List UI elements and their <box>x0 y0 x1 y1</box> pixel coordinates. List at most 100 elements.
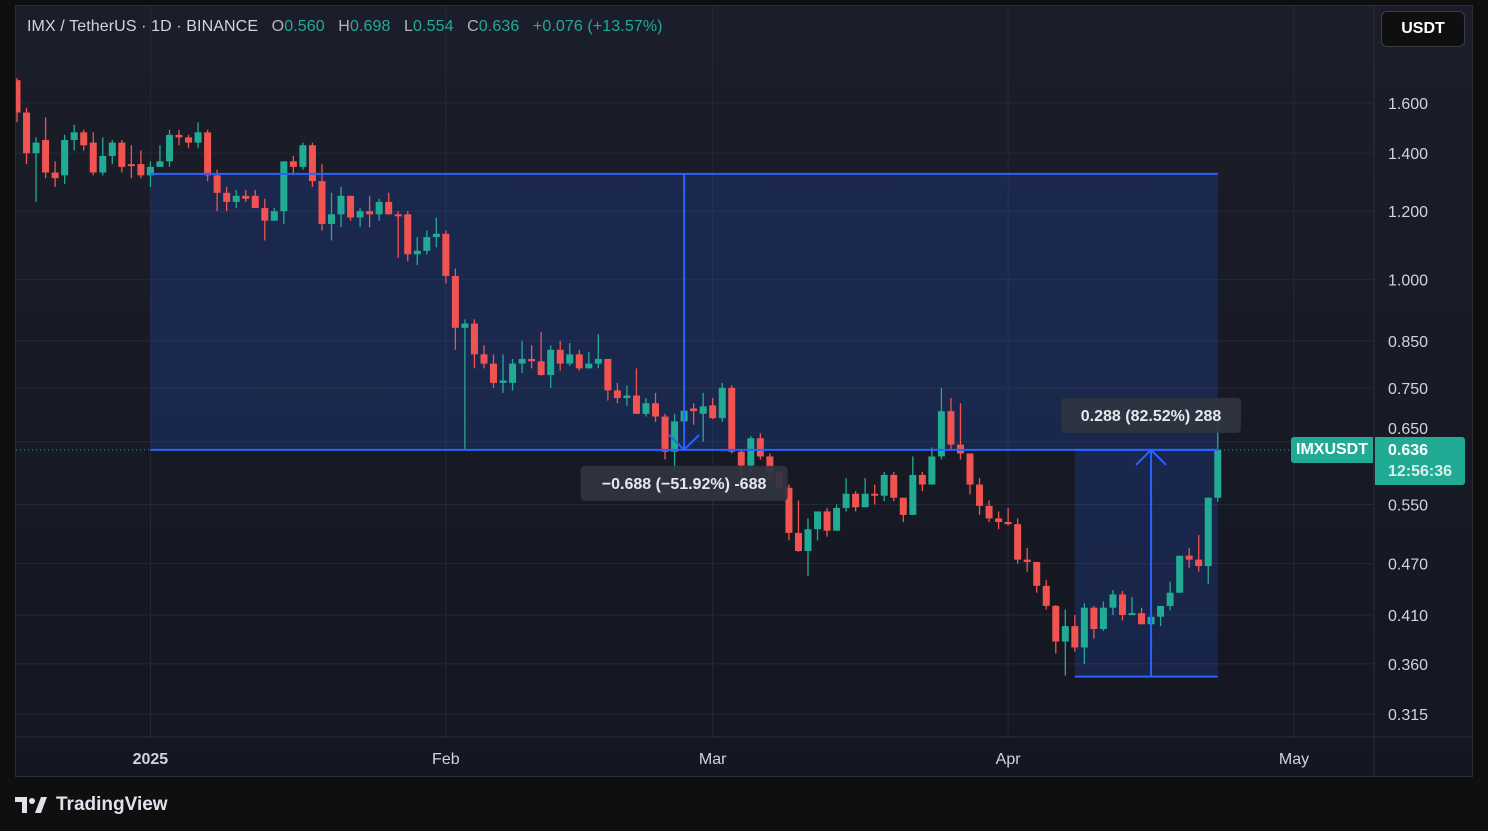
candle-body-up <box>70 132 78 141</box>
candle-body-up <box>1061 626 1069 642</box>
candle-body-down <box>690 408 698 412</box>
candle-body-up <box>509 363 517 383</box>
candle-body-down <box>556 349 564 364</box>
candle-body-up <box>1080 607 1088 648</box>
symbol-title[interactable]: IMX / TetherUS · 1D · BINANCE <box>27 18 259 35</box>
measure-label-box <box>1061 397 1241 433</box>
candle-body-up <box>413 250 421 255</box>
candle-body-down <box>652 403 660 417</box>
candle-body-up <box>1166 592 1174 606</box>
price-axis[interactable]: 1.600 1.400 1.200 1.000 0.850 0.750 0.650 0.550… <box>1388 96 1428 724</box>
arrow-down-icon <box>668 434 700 452</box>
candle-body-down <box>604 358 612 391</box>
candles <box>16 77 1374 676</box>
candle-body-up <box>842 493 850 508</box>
candle-body-down <box>1023 559 1031 563</box>
candle-body-down <box>1042 585 1050 606</box>
candle-body-down <box>890 474 898 498</box>
price-tick-label: 0.750 <box>1388 381 1428 398</box>
time-tick-label: Mar <box>699 751 727 768</box>
candle-body-down <box>1033 562 1041 586</box>
candle-body-up <box>165 134 173 162</box>
last-price-tag: 0.636 12:56:36 <box>1375 437 1465 485</box>
price-tick-label: 1.000 <box>1388 273 1428 290</box>
time-tick-label: 2025 <box>133 751 169 768</box>
measure-range-fill <box>1074 449 1218 677</box>
price-tick-label: 1.400 <box>1388 146 1428 163</box>
candle-body-down <box>728 387 736 452</box>
candle-body-up <box>937 411 945 457</box>
price-tick-label: 1.200 <box>1388 204 1428 221</box>
candle-body-up <box>861 493 869 508</box>
candle-body-down <box>213 175 221 193</box>
candle-body-down <box>871 493 879 496</box>
measure-tools[interactable]: −0.688 (−51.92%) -688 0.288 (82.52%) 288 <box>150 172 1241 678</box>
candle-body-up <box>547 349 555 376</box>
candle-body-up <box>747 438 755 466</box>
tradingview-logo[interactable]: TradingView <box>15 794 168 816</box>
tradingview-logo-icon <box>15 797 47 813</box>
chart-pane[interactable] <box>15 5 1473 777</box>
candle-body-down <box>261 208 269 221</box>
candle-body-down <box>51 172 59 179</box>
candle-body-up <box>337 195 345 215</box>
candle-body-down <box>289 161 297 167</box>
time-tick-label: Apr <box>996 751 1022 768</box>
candle-body-down <box>766 456 774 472</box>
candle-body-up <box>1157 605 1165 617</box>
candle-body-up <box>718 387 726 419</box>
currency-button[interactable]: USDT <box>1381 11 1465 47</box>
candle-body-up <box>880 474 888 496</box>
candle-body-up <box>585 363 593 369</box>
time-tick-label: May <box>1279 751 1309 768</box>
candle-body-down <box>899 497 907 515</box>
candle-body-down <box>1090 607 1098 629</box>
candle-body-down <box>528 358 536 362</box>
candle-body-down <box>966 453 974 485</box>
candle-body-down <box>137 164 145 176</box>
candle-body-down <box>42 140 50 173</box>
measure-label-text: 0.288 (82.52%) 288 <box>1081 408 1222 425</box>
price-tick-label: 0.410 <box>1388 608 1428 625</box>
close-label: C <box>467 18 479 35</box>
candle-body-up <box>423 237 431 251</box>
last-price: 0.636 <box>1388 442 1429 459</box>
candle-body-up <box>1204 497 1212 567</box>
candle-body-up <box>61 140 69 176</box>
time-tick-label: Feb <box>432 751 460 768</box>
candle-body-up <box>232 195 240 202</box>
candle-body-down <box>16 80 21 113</box>
candle-body-up <box>32 142 40 154</box>
arrow-up-icon <box>1135 448 1167 466</box>
candle-body-down <box>537 361 545 376</box>
candle-body-down <box>918 474 926 485</box>
candle-body-up <box>804 529 812 552</box>
high-label: H <box>338 18 350 35</box>
price-tick-label: 1.600 <box>1388 96 1428 113</box>
candle-body-down <box>1195 559 1203 567</box>
measure-label-box <box>580 465 788 501</box>
candle-body-up <box>327 214 335 224</box>
candle-body-down <box>404 214 412 255</box>
candle-body-up <box>594 358 602 364</box>
price-tick-label: 0.850 <box>1388 334 1428 351</box>
candle-body-up <box>928 456 936 485</box>
candle-body-up <box>909 474 917 515</box>
candle-body-up <box>623 395 631 399</box>
candle-body-up <box>270 211 278 221</box>
candle-body-down <box>756 438 764 457</box>
candle-body-up <box>833 507 841 531</box>
candle-body-down <box>451 275 459 328</box>
candle-body-down <box>852 493 860 508</box>
candle-body-up <box>375 201 383 215</box>
candle-body-down <box>442 233 450 276</box>
candle-body-down <box>985 505 993 519</box>
candle-body-up <box>108 142 116 156</box>
candle-body-up <box>356 211 364 218</box>
candle-body-down <box>204 132 212 176</box>
candle-body-down <box>223 192 231 202</box>
time-axis[interactable]: 2025 Feb Mar Apr May <box>133 751 1310 768</box>
candle-body-down <box>175 134 183 138</box>
bar-countdown: 12:56:36 <box>1388 463 1453 480</box>
